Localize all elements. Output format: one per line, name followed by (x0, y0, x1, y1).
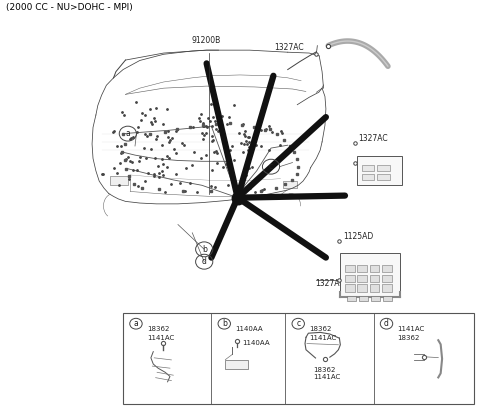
Text: 1140AA: 1140AA (242, 340, 270, 346)
Bar (283, 181, 297, 188)
Text: 1327AC: 1327AC (359, 134, 388, 143)
Text: (2000 CC - NU>DOHC - MPI): (2000 CC - NU>DOHC - MPI) (6, 3, 133, 12)
Text: 18362: 18362 (309, 326, 332, 332)
Text: 18362: 18362 (313, 367, 336, 373)
Text: a: a (125, 129, 130, 138)
Bar (383, 296, 392, 301)
Text: d: d (202, 257, 207, 266)
Bar (357, 156, 402, 185)
Text: c: c (296, 319, 300, 328)
Bar (110, 176, 128, 185)
Bar (225, 360, 248, 369)
Text: 1141AC: 1141AC (309, 335, 336, 341)
Text: 18362: 18362 (397, 335, 420, 341)
Bar (377, 174, 390, 180)
Bar (358, 275, 367, 282)
Text: 1125AD: 1125AD (359, 162, 389, 171)
Text: 1140AA: 1140AA (235, 326, 263, 332)
Bar (362, 174, 374, 180)
Bar (340, 253, 400, 297)
Text: 18362: 18362 (147, 326, 169, 332)
Bar (345, 285, 355, 292)
Bar (370, 275, 379, 282)
Bar (362, 165, 374, 171)
Text: b: b (202, 245, 207, 254)
Bar (360, 296, 368, 301)
Bar (370, 285, 379, 292)
Text: 1327AC: 1327AC (315, 279, 345, 288)
Text: 1327AC: 1327AC (275, 43, 304, 52)
Bar (345, 275, 355, 282)
Bar (377, 165, 390, 171)
Bar (371, 296, 380, 301)
Bar (345, 265, 355, 272)
Bar (348, 296, 356, 301)
Bar (123, 313, 474, 404)
Text: b: b (222, 319, 227, 328)
Text: 1141AC: 1141AC (313, 374, 340, 380)
Text: d: d (384, 319, 389, 328)
Bar (382, 275, 392, 282)
Text: 1141AC: 1141AC (147, 335, 174, 341)
Text: 1141AC: 1141AC (397, 326, 425, 332)
Text: c: c (269, 162, 273, 171)
Text: 91200B: 91200B (192, 36, 221, 45)
Bar (382, 265, 392, 272)
Bar (358, 265, 367, 272)
Bar (358, 285, 367, 292)
Text: 1125AD: 1125AD (343, 233, 373, 241)
Bar (382, 285, 392, 292)
Text: a: a (133, 319, 138, 328)
Bar (370, 265, 379, 272)
